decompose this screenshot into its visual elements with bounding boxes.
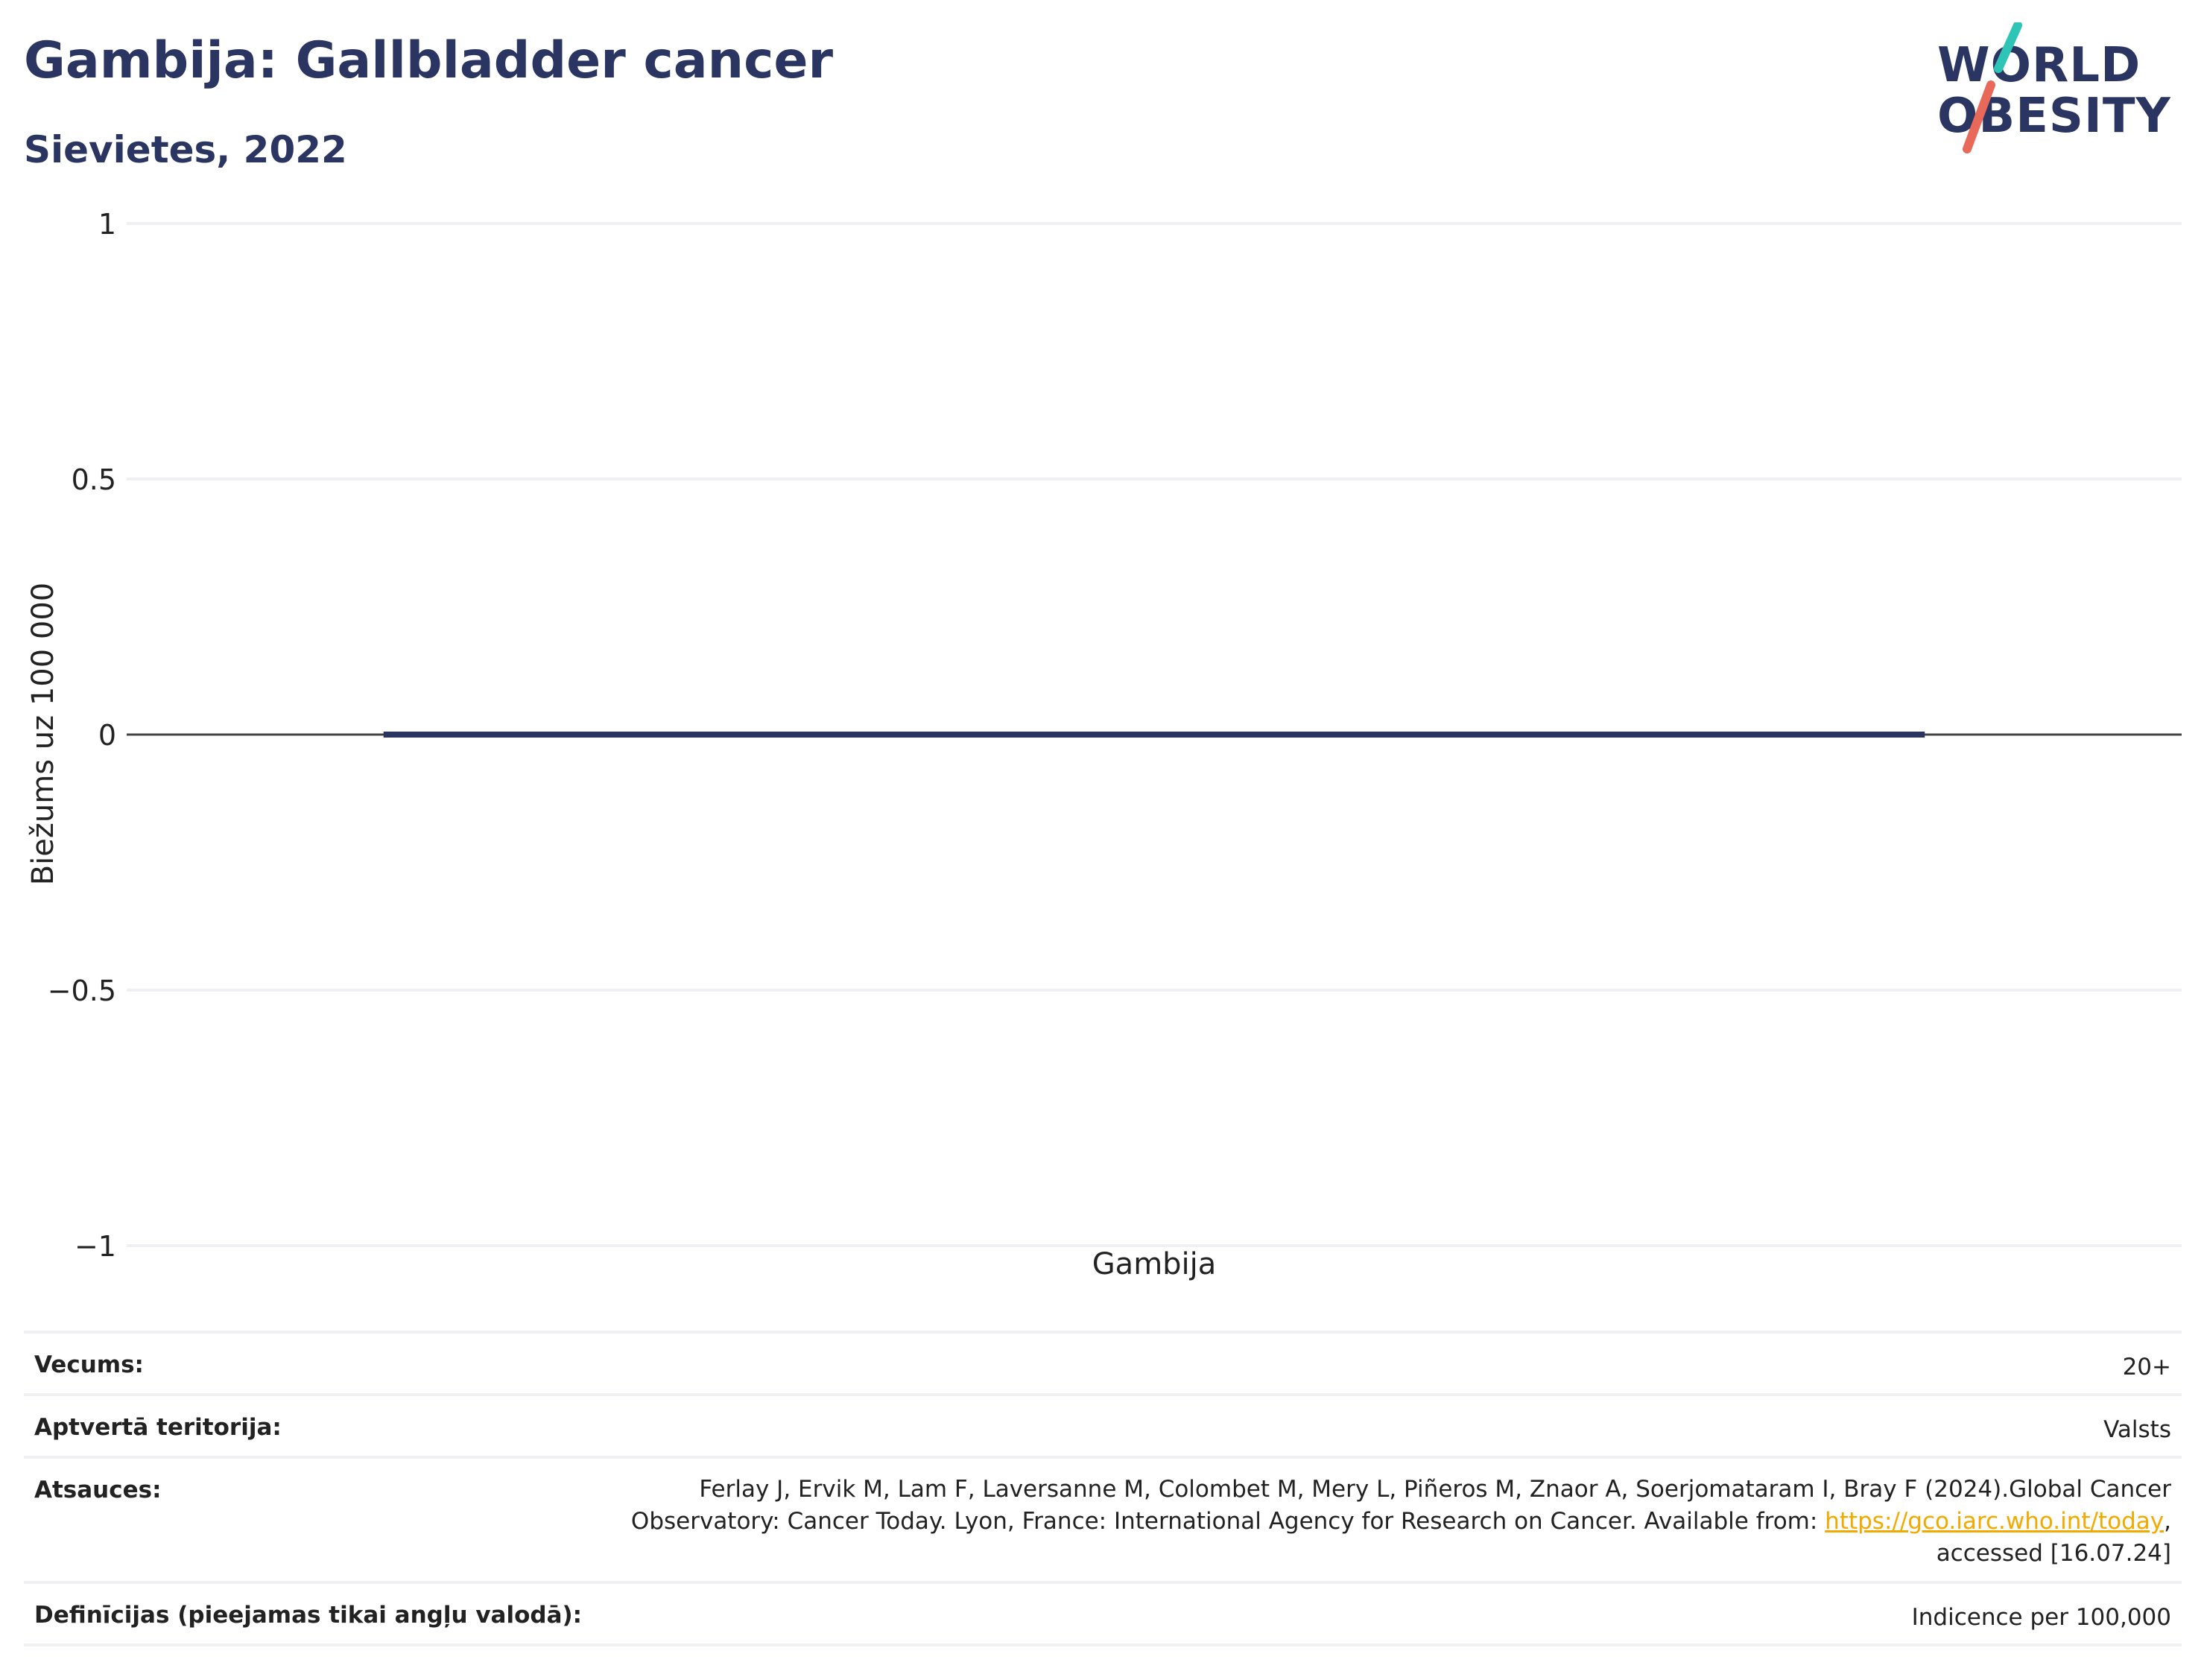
age-value: 20+ <box>611 1331 2182 1395</box>
info-row-references: Atsauces: Ferlay J, Ervik M, Lam F, Lave… <box>24 1456 2182 1582</box>
age-label: Vecums: <box>24 1331 611 1395</box>
references-link[interactable]: https://gco.iarc.who.int/today <box>1825 1508 2165 1535</box>
definitions-label: Definīcijas (pieejamas tikai angļu valod… <box>24 1581 611 1646</box>
logo-slash-icon <box>1963 22 2022 153</box>
logo-text-line1: WORLD <box>1937 38 2141 93</box>
y-tick-label: 1 <box>98 208 116 241</box>
world-obesity-logo: WORLD OBESITY <box>1937 22 2191 156</box>
logo-slash-teal <box>1994 22 2022 73</box>
info-row-definitions: Definīcijas (pieejamas tikai angļu valod… <box>24 1581 2182 1646</box>
logo-slash-red <box>1963 80 1995 153</box>
references-comma: , <box>2164 1508 2171 1535</box>
info-row-age: Vecums: 20+ <box>24 1331 2182 1395</box>
references-text: Observatory: Cancer Today. Lyon, France:… <box>630 1508 1825 1535</box>
references-label: Atsauces: <box>24 1456 611 1582</box>
references-line-2: Observatory: Cancer Today. Lyon, France:… <box>621 1506 2171 1538</box>
y-tick-label: −0.5 <box>48 974 116 1007</box>
info-table: Vecums: 20+ Aptvertā teritorija: Valsts … <box>24 1331 2182 1646</box>
y-tick-label: 0 <box>98 719 116 752</box>
references-line-3: accessed [16.07.24] <box>1936 1540 2171 1567</box>
references-line-1: Ferlay J, Ervik M, Lam F, Laversanne M, … <box>699 1476 2171 1503</box>
references-value: Ferlay J, Ervik M, Lam F, Laversanne M, … <box>611 1456 2182 1582</box>
x-tick-label: Gambija <box>1092 1247 1217 1281</box>
y-tick-label: 0.5 <box>72 463 116 496</box>
page-title: Gambija: Gallbladder cancer <box>24 31 834 90</box>
page-subtitle: Sievietes, 2022 <box>24 128 347 171</box>
info-row-territory: Aptvertā teritorija: Valsts <box>24 1393 2182 1457</box>
bar-chart: 1 0.5 0 −0.5 −1 Gambija <box>48 208 2182 1281</box>
territory-value: Valsts <box>611 1393 2182 1457</box>
y-tick-label: −1 <box>75 1230 116 1263</box>
bar-gambija <box>383 732 1925 738</box>
territory-label: Aptvertā teritorija: <box>24 1393 611 1457</box>
definitions-value: Indicence per 100,000 <box>611 1581 2182 1646</box>
